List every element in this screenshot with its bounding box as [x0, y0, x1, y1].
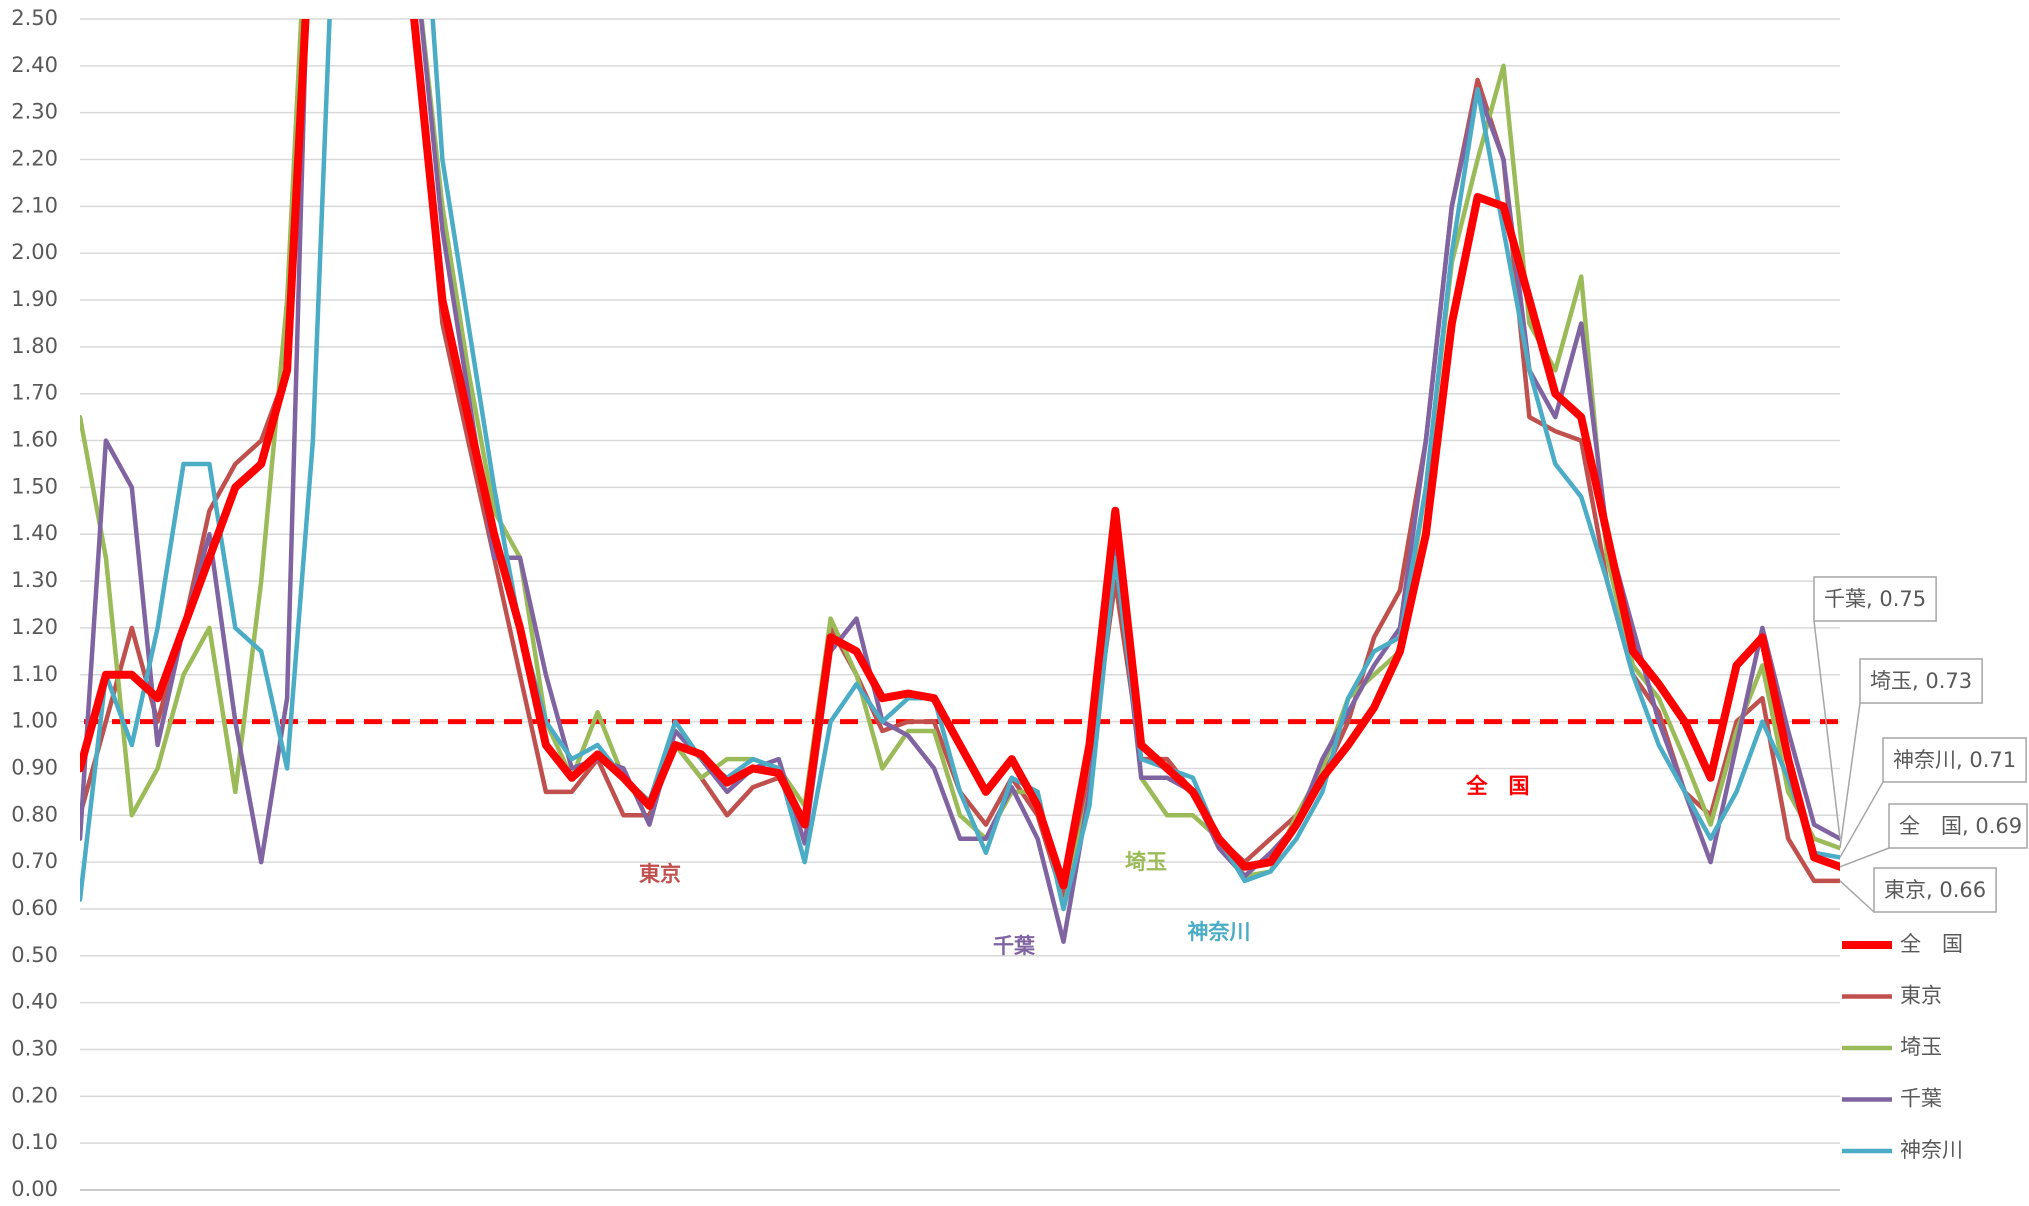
- y-tick-label: 1.90: [11, 287, 58, 311]
- callout-box: [1859, 658, 1983, 704]
- y-tick-label: 0.90: [11, 755, 58, 779]
- y-tick-label: 0.10: [11, 1130, 58, 1154]
- y-tick-label: 2.00: [11, 240, 58, 264]
- legend-label: 東京: [1900, 984, 1942, 1008]
- y-tick-label: 0.40: [11, 990, 58, 1014]
- y-tick-label: 0.30: [11, 1036, 58, 1060]
- y-tick-label: 2.40: [11, 53, 58, 77]
- series-label: 東京: [639, 862, 681, 886]
- y-tick-label: 2.50: [11, 6, 58, 30]
- series-line: [80, 19, 1840, 890]
- legend-label: 埼玉: [1900, 1035, 1942, 1059]
- y-tick-label: 1.00: [11, 709, 58, 733]
- y-tick-label: 1.80: [11, 334, 58, 358]
- callout-leader: [1839, 781, 1884, 858]
- y-tick-label: 0.60: [11, 896, 58, 920]
- y-tick-label: 1.30: [11, 568, 58, 592]
- callout-leader: [1839, 847, 1890, 868]
- series-line: [80, 19, 1840, 902]
- series-label: 千葉: [993, 934, 1036, 958]
- y-tick-label: 1.40: [11, 521, 58, 545]
- y-tick-label: 1.20: [11, 615, 58, 639]
- y-tick-label: 0.20: [11, 1083, 58, 1107]
- legend-label: 全 国: [1900, 932, 1963, 956]
- y-tick-label: 0.80: [11, 802, 58, 826]
- y-tick-label: 2.10: [11, 193, 58, 217]
- legend-label: 千葉: [1900, 1087, 1942, 1111]
- series-label: 埼玉: [1125, 850, 1167, 874]
- data-label: 千葉, 0.75: [1824, 587, 1926, 611]
- data-label: 埼玉, 0.73: [1870, 669, 1972, 693]
- callout-box: [1873, 867, 1997, 913]
- callout-box: [1882, 737, 2027, 783]
- y-tick-label: 1.10: [11, 662, 58, 686]
- data-label: 東京, 0.66: [1884, 878, 1986, 902]
- series-line: [80, 19, 1840, 944]
- y-tick-label: 2.30: [11, 100, 58, 124]
- series-line: [80, 19, 1840, 912]
- y-tick-label: 0.50: [11, 943, 58, 967]
- y-tick-label: 2.20: [11, 147, 58, 171]
- data-label: 全 国, 0.69: [1899, 814, 2022, 838]
- y-tick-label: 0.00: [11, 1177, 58, 1201]
- y-tick-label: 1.70: [11, 381, 58, 405]
- legend-label: 神奈川: [1900, 1138, 1963, 1162]
- callout-box: [1813, 576, 1937, 622]
- callout-box: [1888, 803, 2028, 849]
- series-label: 全 国: [1466, 774, 1530, 798]
- plot-area: [80, 19, 1840, 944]
- data-label: 神奈川, 0.71: [1893, 748, 2016, 772]
- series-label: 神奈川: [1188, 920, 1251, 944]
- y-tick-label: 0.70: [11, 849, 58, 873]
- callout-leader: [1813, 620, 1841, 839]
- series-line: [80, 19, 1840, 912]
- y-tick-label: 1.60: [11, 428, 58, 452]
- callout-leader: [1839, 702, 1861, 849]
- y-tick-label: 1.50: [11, 474, 58, 498]
- callout-leader: [1839, 880, 1875, 913]
